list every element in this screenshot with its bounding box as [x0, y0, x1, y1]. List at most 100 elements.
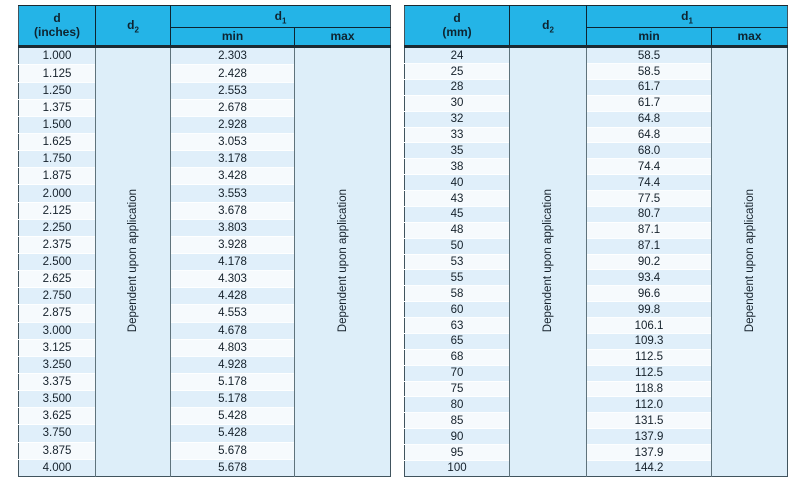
cell-min-value: 106.1: [586, 317, 713, 334]
cell-d-value: 45: [404, 205, 511, 223]
table-row: 55 93.4: [404, 269, 788, 286]
header-d-unit: (inches): [33, 24, 80, 39]
table-row: 2.000 3.553: [18, 184, 391, 203]
table-row: 80 112.0: [404, 396, 788, 413]
cell-d-value: 68: [404, 348, 511, 366]
spec-table-mm: d (mm) d2 d1 min max 24 Dependent upon ap…: [404, 5, 789, 477]
table-row: 1.250 2.553: [18, 81, 391, 100]
header-d-symbol: d: [53, 10, 61, 25]
header-d-inches: d (inches): [18, 5, 96, 48]
cell-min-value: 112.5: [586, 348, 713, 366]
header-max: max: [711, 27, 788, 48]
cell-d-value: 3.375: [18, 372, 96, 391]
cell-d-value: 80: [404, 396, 511, 413]
cell-min-value: 3.053: [170, 133, 295, 151]
cell-min-value: 137.9: [586, 444, 713, 461]
cell-min-value: 5.178: [170, 390, 295, 408]
cell-d-value: 38: [404, 158, 511, 175]
cell-d-value: 50: [404, 237, 511, 255]
table-row: 65 109.3: [404, 332, 788, 350]
cell-min-value: 4.303: [170, 270, 295, 288]
header-d1-base: d: [274, 8, 282, 23]
cell-min-value: 4.803: [170, 338, 295, 357]
cell-d-value: 60: [404, 301, 511, 318]
cell-d-value: 35: [404, 142, 511, 159]
rotated-text-max: Dependent upon application: [336, 188, 349, 333]
header-min: min: [586, 27, 713, 48]
table-row: 25 58.5: [404, 63, 788, 80]
table-row: 90 137.9: [404, 428, 788, 445]
cell-min-value: 3.553: [170, 184, 295, 203]
cell-min-value: 77.5: [586, 190, 713, 207]
cell-min-value: 112.0: [586, 396, 713, 413]
cell-d-value: 1.375: [18, 98, 96, 117]
table-row: 3.750 5.428: [18, 424, 391, 443]
table-row: 2.750 4.428: [18, 287, 391, 305]
spec-table-inches: d (inches) d2 d1 min max 1.000 Dependent …: [18, 5, 392, 477]
table-row: 53 90.2: [404, 253, 788, 270]
table-row: 3.875 5.678: [18, 441, 391, 460]
cell-d-value: 32: [404, 110, 511, 128]
table-row: 1.000 Dependent upon application 2.303 Depe…: [18, 45, 391, 477]
table-row: 1.750 3.178: [18, 150, 391, 168]
cell-d-value: 2.750: [18, 287, 96, 305]
cell-d-value: 25: [404, 63, 511, 80]
cell-min-value: 2.928: [170, 115, 295, 134]
cell-d-value: 70: [404, 364, 511, 382]
cell-d-value: 1.000: [18, 45, 96, 65]
table-row: 3.500 5.178: [18, 390, 391, 408]
cell-max-merged: Dependent upon application: [294, 46, 391, 477]
cell-min-value: 4.553: [170, 304, 295, 323]
cell-min-value: 3.428: [170, 167, 295, 185]
table-row: 40 74.4: [404, 174, 788, 191]
header-d1: d1: [170, 5, 391, 28]
cell-d-value: 75: [404, 380, 511, 397]
cell-d2-merged: Dependent upon application: [95, 46, 171, 477]
cell-min-value: 4.178: [170, 252, 295, 271]
header-d1-base: d: [681, 8, 689, 23]
table-row: 2.625 4.303: [18, 270, 391, 288]
header-d1-sub: 1: [281, 15, 287, 25]
table-row: 100 144.2: [404, 459, 788, 477]
header-d1-sub: 1: [688, 15, 693, 25]
cell-d-value: 1.875: [18, 167, 96, 185]
table-row: 30 61.7: [404, 94, 788, 112]
cell-d-value: 63: [404, 317, 511, 334]
cell-min-value: 4.678: [170, 321, 295, 340]
table-header-mm: d (mm) d2 d1 min max: [404, 5, 788, 48]
table-row: 48 87.1: [404, 221, 788, 239]
header-d2-sub: 2: [549, 24, 554, 34]
cell-d-value: 2.875: [18, 304, 96, 323]
table-row: 28 61.7: [404, 78, 788, 96]
table-row: 58 96.6: [404, 285, 788, 302]
cell-d-value: 1.500: [18, 115, 96, 134]
header-d2: d2: [95, 5, 171, 48]
table-body-mm: 24 Dependent upon application 58.5 Dependen…: [404, 45, 788, 477]
header-d2-sub: 2: [134, 24, 139, 34]
cell-min-value: 137.9: [586, 428, 713, 445]
cell-min-value: 2.553: [170, 81, 295, 100]
table-row: 95 137.9: [404, 444, 788, 461]
cell-min-value: 4.928: [170, 355, 295, 374]
table-row: 1.375 2.678: [18, 98, 391, 117]
table-row: 1.625 3.053: [18, 133, 391, 151]
table-row: 3.250 4.928: [18, 355, 391, 374]
table-row: 43 77.5: [404, 190, 788, 207]
cell-min-value: 96.6: [586, 285, 713, 302]
table-body-inches: 1.000 Dependent upon application 2.303 Depe…: [18, 45, 391, 477]
cell-d-value: 1.625: [18, 133, 96, 151]
header-d-unit: (mm): [442, 24, 472, 39]
table-row: 45 80.7: [404, 205, 788, 223]
cell-min-value: 87.1: [586, 221, 713, 239]
cell-min-value: 74.4: [586, 158, 713, 175]
table-row: 3.125 4.803: [18, 338, 391, 357]
cell-d-value: 90: [404, 428, 511, 445]
rotated-text-max: Dependent upon application: [743, 188, 756, 333]
table-row: 2.125 3.678: [18, 201, 391, 220]
table-row: 50 87.1: [404, 237, 788, 255]
cell-min-value: 3.178: [170, 150, 295, 168]
cell-d2-merged: Dependent upon application: [509, 46, 588, 477]
header-d-mm: d (mm): [404, 5, 511, 48]
cell-min-value: 144.2: [586, 459, 713, 477]
